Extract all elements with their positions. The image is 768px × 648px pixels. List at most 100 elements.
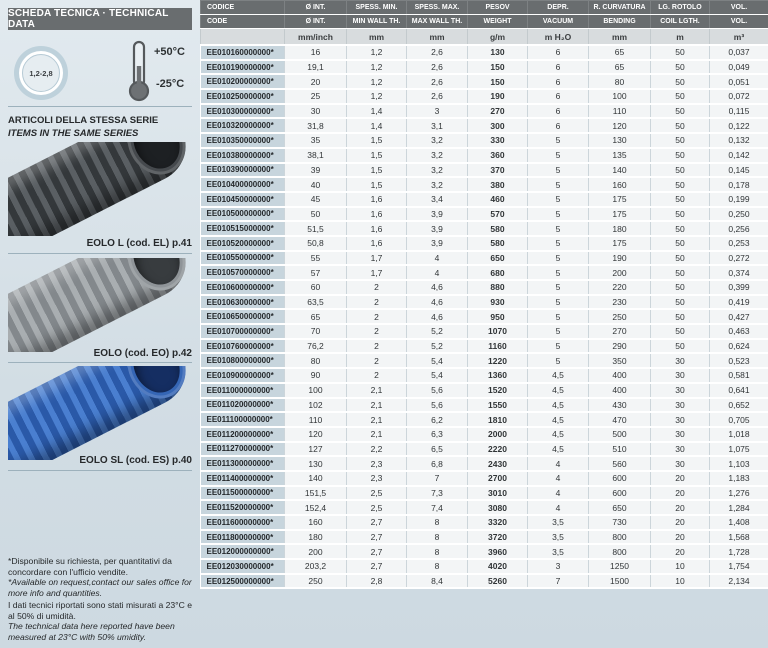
value-cell: 20: [650, 470, 710, 487]
value-cell: 0,122: [709, 118, 768, 135]
divider: [8, 470, 192, 471]
divider: [8, 106, 192, 107]
code-cell: EE010630000000*: [200, 294, 285, 311]
value-cell: 152,4: [284, 500, 347, 516]
value-cell: 0,523: [709, 353, 768, 370]
value-cell: 2,7: [346, 515, 407, 531]
value-cell: 5: [527, 191, 589, 208]
value-cell: 1,2: [346, 59, 407, 76]
value-cell: 0,178: [709, 177, 768, 193]
value-cell: 1,408: [709, 515, 768, 531]
code-cell: EE010300000000*: [200, 103, 285, 120]
value-cell: 0,253: [709, 235, 768, 252]
table-row: EE010350000000* 35 1,5 3,2 330 5 130 50 0,132: [200, 133, 768, 149]
code-cell: EE011270000000*: [200, 441, 285, 458]
value-cell: 2,6: [406, 89, 468, 105]
code-cell: EE011100000000*: [200, 412, 285, 428]
table-header: CODICE Ø INT. SPESS. MIN. SPESS. MAX. PESOV D…: [200, 0, 768, 29]
value-cell: 2,8: [346, 573, 407, 590]
code-cell: EE010350000000*: [200, 133, 285, 149]
value-cell: 25: [284, 89, 347, 105]
value-cell: 1,075: [709, 441, 768, 458]
value-cell: 1,2: [346, 45, 407, 61]
value-cell: 2430: [467, 456, 528, 472]
value-cell: 160: [284, 515, 347, 531]
value-cell: 0,145: [709, 162, 768, 179]
value-cell: 1,2: [346, 89, 407, 105]
value-cell: 1,6: [346, 206, 407, 223]
value-cell: 120: [284, 426, 347, 443]
value-cell: 2220: [467, 441, 528, 458]
value-cell: 76,2: [284, 338, 347, 355]
product-image-eolo-sl: [8, 366, 192, 460]
table-row: EE012000000000* 200 2,7 8 3960 3,5 800 20 1,728: [200, 544, 768, 561]
value-cell: 50: [650, 294, 710, 311]
value-cell: 6: [527, 74, 589, 91]
value-cell: 4,5: [527, 368, 589, 384]
value-cell: 400: [588, 382, 651, 399]
code-cell: EE012030000000*: [200, 559, 285, 575]
code-cell: EE010650000000*: [200, 309, 285, 326]
technical-data-table: CODICE Ø INT. SPESS. MIN. SPESS. MAX. PESOV D…: [200, 0, 768, 590]
value-cell: 470: [588, 412, 651, 428]
value-cell: 350: [588, 353, 651, 370]
value-cell: 2: [346, 309, 407, 326]
value-cell: 5,4: [406, 353, 468, 370]
value-cell: 0,142: [709, 147, 768, 164]
value-cell: 50: [650, 59, 710, 76]
value-cell: 50: [650, 338, 710, 355]
value-cell: 1520: [467, 382, 528, 399]
code-cell: EE010380000000*: [200, 147, 285, 164]
value-cell: 63,5: [284, 294, 347, 311]
unit-cell: mm: [406, 28, 468, 46]
value-cell: 30: [650, 382, 710, 399]
value-cell: 4020: [467, 559, 528, 575]
value-cell: 100: [284, 382, 347, 399]
value-cell: 6: [527, 103, 589, 120]
value-cell: 70: [284, 324, 347, 340]
value-cell: 5: [527, 353, 589, 370]
value-cell: 2: [346, 294, 407, 311]
value-cell: 4,6: [406, 280, 468, 296]
value-cell: 130: [588, 133, 651, 149]
value-cell: 127: [284, 441, 347, 458]
value-cell: 0,049: [709, 59, 768, 76]
value-cell: 6,3: [406, 426, 468, 443]
value-cell: 1,6: [346, 191, 407, 208]
value-cell: 30: [650, 353, 710, 370]
value-cell: 16: [284, 45, 347, 61]
value-cell: 203,2: [284, 559, 347, 575]
value-cell: 730: [588, 515, 651, 531]
sidebar: SCHEDA TECNICA · TECHNICAL DATA 1,2-2,8 …: [0, 0, 200, 648]
value-cell: 1,183: [709, 470, 768, 487]
value-cell: 2: [346, 324, 407, 340]
value-cell: 10: [650, 559, 710, 575]
value-cell: 3,5: [527, 515, 589, 531]
value-cell: 19,1: [284, 59, 347, 76]
value-cell: 2700: [467, 470, 528, 487]
value-cell: 2,1: [346, 412, 407, 428]
value-cell: 31,8: [284, 118, 347, 135]
value-cell: 1,2: [346, 74, 407, 91]
value-cell: 140: [588, 162, 651, 179]
value-cell: 6: [527, 45, 589, 61]
value-cell: 2: [346, 353, 407, 370]
table-row: EE010630000000* 63,5 2 4,6 930 5 230 50 0,419: [200, 294, 768, 311]
code-cell: EE010320000000*: [200, 118, 285, 135]
value-cell: 65: [588, 45, 651, 61]
value-cell: 0,427: [709, 309, 768, 326]
value-cell: 0,419: [709, 294, 768, 311]
footnote-measurement-en: The technical data here reported have be…: [8, 621, 175, 643]
table-row: EE011500000000* 151,5 2,5 7,3 3010 4 600 20 1,27…: [200, 485, 768, 502]
value-cell: 5: [527, 147, 589, 164]
value-cell: 120: [588, 118, 651, 135]
table-row: EE010700000000* 70 2 5,2 1070 5 270 50 0,463: [200, 324, 768, 340]
table-row: EE010300000000* 30 1,4 3 270 6 110 50 0,115: [200, 103, 768, 120]
value-cell: 5: [527, 265, 589, 281]
footnote-measurement-it: I dati tecnici riportati sono stati misu…: [8, 600, 192, 621]
value-cell: 1550: [467, 397, 528, 414]
value-cell: 80: [588, 74, 651, 91]
value-cell: 50: [650, 74, 710, 91]
column-header: Ø INT.: [284, 0, 347, 15]
column-header: VOL.: [709, 0, 768, 15]
